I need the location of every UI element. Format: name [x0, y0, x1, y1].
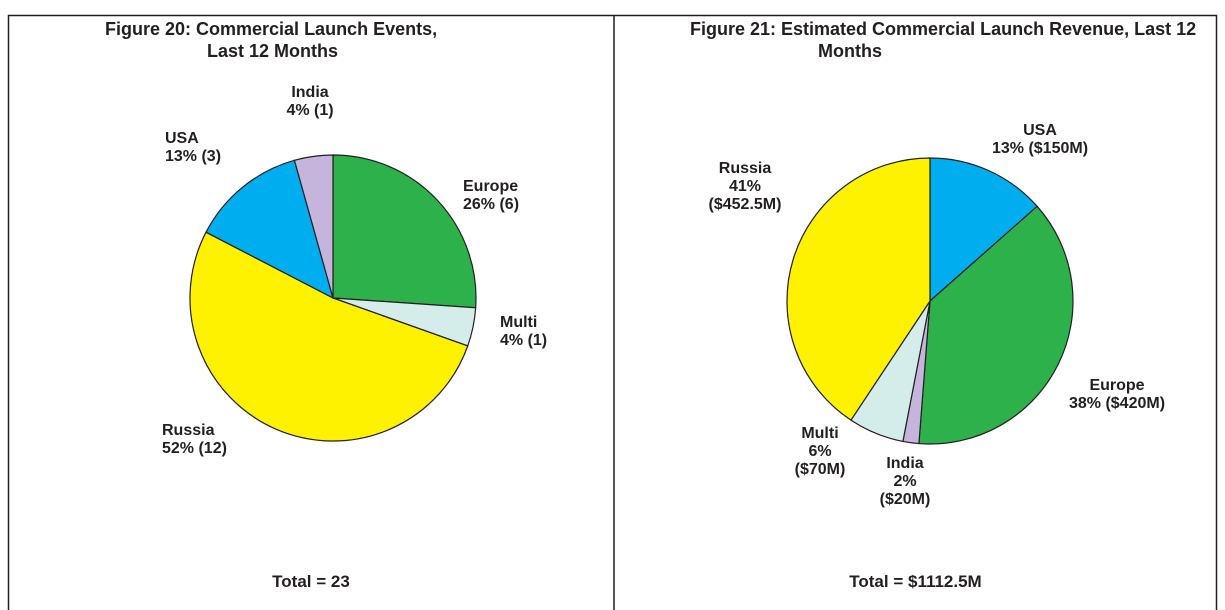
- slice-label: India 2% ($20M): [875, 455, 935, 509]
- pie-slice: [332, 154, 477, 309]
- slice-name: Multi: [801, 425, 839, 442]
- slice-label: Multi 6% ($70M): [790, 425, 850, 479]
- slice-name: India: [291, 84, 329, 101]
- total-note: Total = $1112.5M: [849, 572, 982, 591]
- slice-name: Russia: [162, 422, 215, 439]
- slice-name: India: [886, 455, 924, 472]
- pie-slice: [205, 159, 334, 300]
- slice-label: Multi 4% (1): [500, 314, 547, 350]
- slice-value: 38% ($420M): [1068, 395, 1166, 412]
- pie-slice: [929, 157, 1039, 303]
- slice-name: Multi: [500, 314, 538, 331]
- slice-value: 41% ($452.5M): [708, 178, 782, 213]
- slice-label: USA 13% ($150M): [985, 122, 1095, 158]
- slice-label: USA 13% (3): [165, 130, 221, 166]
- chart-title: Figure 20: Commercial Launch Events, Las…: [105, 19, 438, 61]
- slice-value: 4% (1): [286, 102, 334, 119]
- slice-value: 4% (1): [500, 332, 548, 349]
- pie-slice: [189, 231, 469, 442]
- slice-name: Europe: [463, 178, 519, 195]
- slice-value: 2% ($20M): [879, 473, 931, 508]
- slice-label: Europe 26% (6): [463, 178, 519, 214]
- slice-value: 13% (3): [165, 148, 222, 165]
- slice-name: Europe: [1089, 377, 1145, 394]
- frame: [7, 14, 1218, 610]
- pie-slice: [918, 205, 1074, 445]
- slice-value: 6% ($70M): [794, 443, 846, 478]
- slice-label: Russia 41% ($452.5M): [700, 160, 790, 214]
- slice-value: 26% (6): [463, 196, 520, 213]
- slice-value: 52% (12): [162, 440, 227, 457]
- slice-name: Russia: [718, 160, 772, 177]
- slice-name: USA: [1023, 122, 1057, 139]
- pie-slice: [293, 154, 334, 299]
- total-note: Total = 23: [272, 572, 350, 591]
- slice-label: India 4% (1): [280, 84, 340, 120]
- slice-label: Europe 38% ($420M): [1052, 377, 1182, 413]
- slice-value: 13% ($150M): [991, 140, 1089, 157]
- chart-title: Figure 21: Estimated Commercial Launch R…: [690, 19, 1197, 61]
- slice-label: Russia 52% (12): [162, 422, 227, 458]
- pie-slice: [786, 157, 931, 421]
- slice-name: USA: [165, 130, 199, 147]
